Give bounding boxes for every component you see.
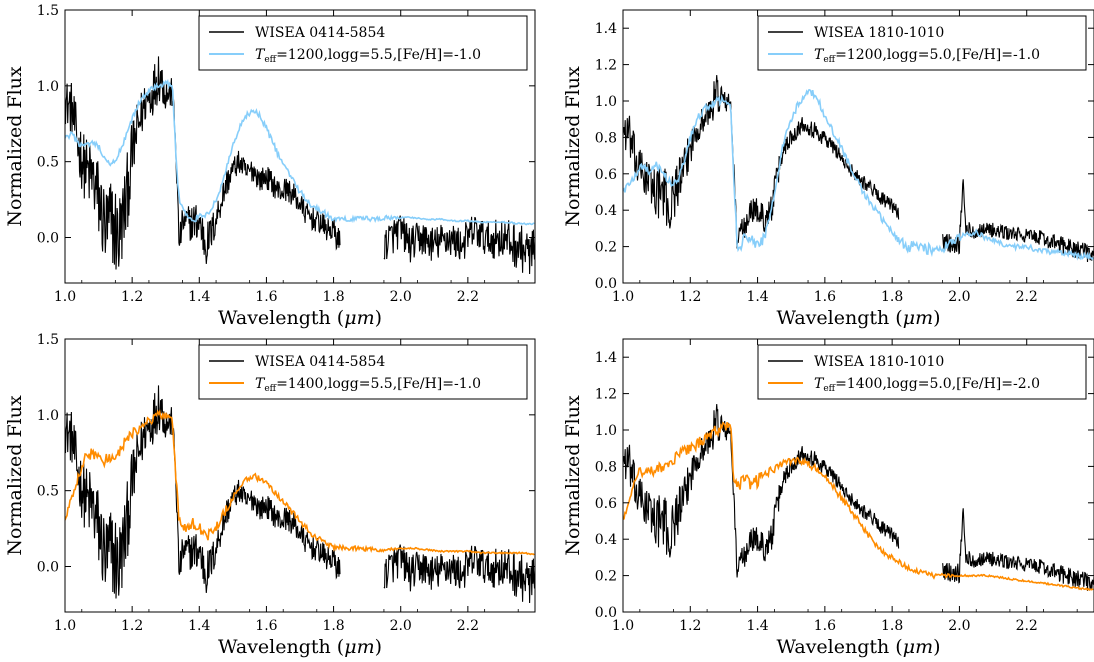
- y-tick-label: 1.0: [595, 94, 617, 110]
- x-tick-label: 1.8: [322, 618, 344, 634]
- legend-box: [757, 15, 1087, 71]
- plot-frame: [622, 9, 1094, 284]
- x-tick-label: 2.0: [948, 618, 970, 634]
- y-axis-label: Normalized Flux: [4, 395, 26, 556]
- x-tick-label: 1.2: [679, 289, 701, 305]
- legend: WISEA 1810-1010 Teff=1400,logg=5.0,[Fe/H]…: [757, 344, 1087, 400]
- x-tick-label: 2.0: [948, 289, 970, 305]
- y-tick-label: 1.0: [37, 79, 59, 95]
- x-tick-label: 1.0: [612, 289, 634, 305]
- y-tick-label: 1.4: [595, 21, 617, 37]
- model-spectrum-line: [623, 421, 1094, 591]
- x-tick-label: 2.2: [457, 289, 479, 305]
- y-tick-label: 1.5: [37, 332, 59, 348]
- observed-spectrum-line: [623, 404, 1094, 592]
- observed-spectrum-line: [65, 385, 535, 604]
- x-tick-label: 1.0: [54, 289, 76, 305]
- plot-lines: [65, 385, 535, 604]
- x-tick-label: 1.6: [814, 618, 836, 634]
- x-tick-label: 2.0: [390, 289, 412, 305]
- x-tick-label: 1.0: [54, 618, 76, 634]
- y-axis-label: Normalized Flux: [562, 395, 584, 556]
- x-tick-label: 1.4: [746, 289, 768, 305]
- y-tick-label: 1.0: [37, 408, 59, 424]
- x-tick-label: 2.2: [1016, 289, 1038, 305]
- legend-observed-label: WISEA 0414-5854: [255, 25, 385, 41]
- y-tick-label: 1.0: [595, 423, 617, 439]
- plot-lines: [623, 404, 1094, 592]
- y-tick-label: 0.0: [595, 605, 617, 621]
- y-tick-label: 0.0: [595, 276, 617, 292]
- x-tick-label: 1.8: [881, 618, 903, 634]
- y-tick-label: 1.4: [595, 350, 617, 366]
- chart-panel-1: 1.0 1.2 1.4 1.6 1.8 2.0 2.2 0.0 0.5 1.0 1.5 Wavelen…: [4, 3, 536, 329]
- x-tick-label: 1.4: [188, 289, 210, 305]
- legend-box: [198, 344, 528, 400]
- x-axis-label: Wavelength (μm): [218, 307, 382, 329]
- y-axis-label: Normalized Flux: [562, 66, 584, 227]
- x-tick-label: 1.8: [322, 289, 344, 305]
- chart-panel-2: 1.0 1.2 1.4 1.6 1.8 2.0 2.2 0.0 0.2 0.4 0.6 0.8 1.0 1…: [562, 9, 1094, 329]
- y-tick-label: 0.0: [37, 560, 59, 576]
- y-tick-label: 0.6: [595, 496, 617, 512]
- legend-box: [757, 344, 1087, 400]
- y-tick-label: 0.8: [595, 459, 617, 475]
- y-tick-label: 0.2: [595, 240, 617, 256]
- y-tick-label: 1.2: [595, 58, 617, 74]
- legend-observed-label: WISEA 1810-1010: [814, 25, 944, 41]
- x-tick-label: 1.6: [255, 618, 277, 634]
- y-tick-label: 0.4: [595, 532, 617, 548]
- legend-model-label: Teff=1400,logg=5.0,[Fe/H]=-2.0: [814, 376, 1040, 394]
- chart-panel-3: 1.0 1.2 1.4 1.6 1.8 2.0 2.2 0.0 0.5 1.0 1.5 Wavelen…: [4, 332, 536, 658]
- legend-model-label: Teff=1200,logg=5.0,[Fe/H]=-1.0: [814, 47, 1040, 65]
- plot-frame: [622, 338, 1094, 613]
- x-axis-label: Wavelength (μm): [776, 307, 940, 329]
- x-tick-label: 2.0: [390, 618, 412, 634]
- legend-box: [198, 15, 528, 71]
- y-tick-label: 0.5: [37, 484, 59, 500]
- legend-model-label: Teff=1400,logg=5.5,[Fe/H]=-1.0: [255, 376, 481, 394]
- x-tick-label: 1.0: [612, 618, 634, 634]
- y-tick-label: 1.5: [37, 3, 59, 19]
- x-tick-label: 1.2: [121, 618, 143, 634]
- legend-model-label: Teff=1200,logg=5.5,[Fe/H]=-1.0: [255, 47, 481, 65]
- observed-spectrum-line: [65, 56, 535, 275]
- plot-lines: [623, 75, 1094, 263]
- model-spectrum-line: [623, 89, 1094, 261]
- y-tick-label: 1.2: [595, 387, 617, 403]
- model-spectrum-line: [65, 78, 535, 226]
- x-tick-label: 1.2: [121, 289, 143, 305]
- y-tick-label: 0.2: [595, 569, 617, 585]
- x-tick-label: 1.4: [188, 618, 210, 634]
- legend-observed-label: WISEA 1810-1010: [814, 354, 944, 370]
- x-tick-label: 1.6: [255, 289, 277, 305]
- x-tick-label: 2.2: [457, 618, 479, 634]
- chart-panel-4: 1.0 1.2 1.4 1.6 1.8 2.0 2.2 0.0 0.2 0.4 0.6 0.8 1.0 1…: [562, 338, 1094, 658]
- y-axis-label: Normalized Flux: [4, 66, 26, 227]
- x-tick-label: 1.4: [746, 618, 768, 634]
- x-tick-label: 2.2: [1016, 618, 1038, 634]
- y-tick-label: 0.6: [595, 167, 617, 183]
- x-axis-label: Wavelength (μm): [218, 636, 382, 658]
- plot-lines: [65, 56, 535, 275]
- x-axis-label: Wavelength (μm): [776, 636, 940, 658]
- y-tick-label: 0.4: [595, 203, 617, 219]
- y-tick-label: 0.5: [37, 155, 59, 171]
- plot-frame: [64, 9, 536, 284]
- y-tick-label: 0.0: [37, 231, 59, 247]
- x-tick-label: 1.2: [679, 618, 701, 634]
- legend: WISEA 0414-5854 Teff=1400,logg=5.5,[Fe/H]…: [198, 344, 528, 400]
- x-tick-label: 1.6: [814, 289, 836, 305]
- y-tick-label: 0.8: [595, 130, 617, 146]
- legend: WISEA 1810-1010 Teff=1200,logg=5.0,[Fe/H]…: [757, 15, 1087, 71]
- x-tick-label: 1.8: [881, 289, 903, 305]
- model-spectrum-line: [65, 408, 535, 556]
- plot-frame: [64, 338, 536, 613]
- legend-observed-label: WISEA 0414-5854: [255, 354, 385, 370]
- observed-spectrum-line: [623, 75, 1094, 263]
- legend: WISEA 0414-5854 Teff=1200,logg=5.5,[Fe/H]…: [198, 15, 528, 71]
